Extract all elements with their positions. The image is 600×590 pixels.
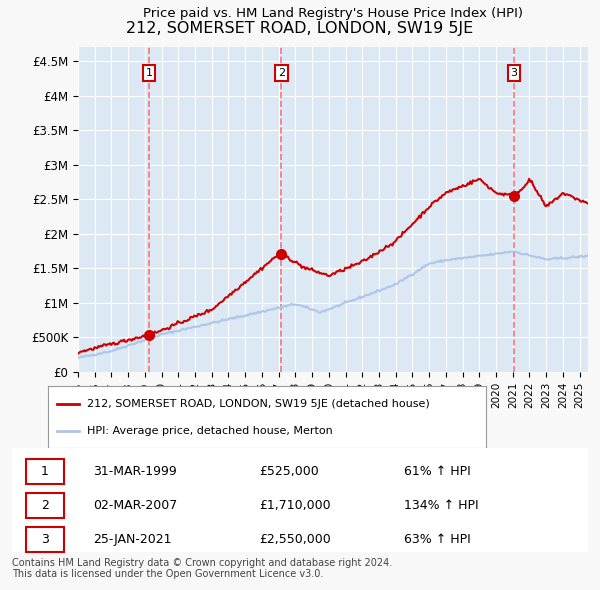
Text: £2,550,000: £2,550,000 (260, 533, 331, 546)
FancyBboxPatch shape (26, 493, 64, 517)
Text: £525,000: £525,000 (260, 464, 319, 478)
Text: 212, SOMERSET ROAD, LONDON, SW19 5JE (detached house): 212, SOMERSET ROAD, LONDON, SW19 5JE (de… (88, 399, 430, 409)
Text: 3: 3 (41, 533, 49, 546)
Text: 1: 1 (41, 464, 49, 478)
Text: 63% ↑ HPI: 63% ↑ HPI (404, 533, 470, 546)
Text: 3: 3 (511, 68, 517, 78)
Text: 02-MAR-2007: 02-MAR-2007 (92, 499, 177, 512)
FancyBboxPatch shape (26, 459, 64, 484)
Text: 2: 2 (278, 68, 285, 78)
Text: 25-JAN-2021: 25-JAN-2021 (92, 533, 171, 546)
Text: 212, SOMERSET ROAD, LONDON, SW19 5JE: 212, SOMERSET ROAD, LONDON, SW19 5JE (127, 21, 473, 35)
FancyBboxPatch shape (26, 527, 64, 552)
Text: 2: 2 (41, 499, 49, 512)
Text: 1: 1 (146, 68, 152, 78)
Text: HPI: Average price, detached house, Merton: HPI: Average price, detached house, Mert… (88, 426, 333, 436)
Text: 61% ↑ HPI: 61% ↑ HPI (404, 464, 470, 478)
Text: 134% ↑ HPI: 134% ↑ HPI (404, 499, 478, 512)
Text: £1,710,000: £1,710,000 (260, 499, 331, 512)
Text: Contains HM Land Registry data © Crown copyright and database right 2024.
This d: Contains HM Land Registry data © Crown c… (12, 558, 392, 579)
Title: Price paid vs. HM Land Registry's House Price Index (HPI): Price paid vs. HM Land Registry's House … (143, 6, 523, 19)
Text: 31-MAR-1999: 31-MAR-1999 (92, 464, 176, 478)
